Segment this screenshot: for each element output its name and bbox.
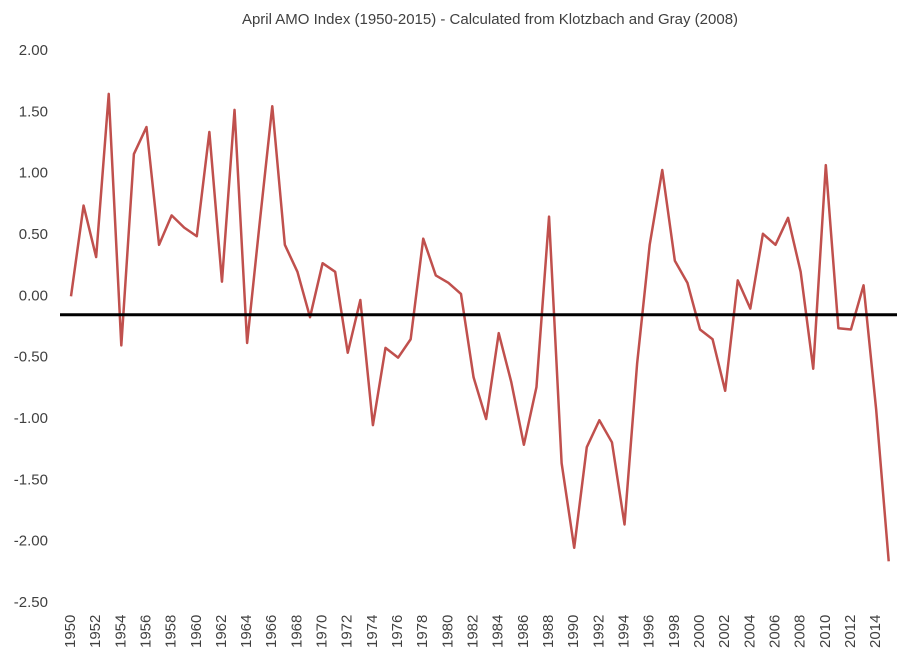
x-tick-label: 1964 <box>238 615 255 648</box>
y-tick-label: 0.00 <box>19 287 48 304</box>
x-tick-label: 1982 <box>465 615 482 648</box>
x-tick-label: 1950 <box>62 615 79 648</box>
x-tick-label: 1988 <box>540 615 557 648</box>
x-tick-label: 1954 <box>112 615 129 648</box>
x-tick-label: 1976 <box>389 615 406 648</box>
x-tick-label: 2000 <box>691 615 708 648</box>
x-tick-label: 2010 <box>817 615 834 648</box>
x-tick-label: 1996 <box>641 615 658 648</box>
x-tick-label: 1966 <box>263 615 280 648</box>
x-tick-label: 1980 <box>439 615 456 648</box>
x-tick-label: 1992 <box>590 615 607 648</box>
x-tick-label: 1968 <box>288 615 305 648</box>
x-tick-label: 2008 <box>792 615 809 648</box>
y-tick-label: -2.50 <box>14 594 48 611</box>
y-tick-label: 2.00 <box>19 42 48 59</box>
x-tick-label: 1960 <box>188 615 205 648</box>
x-tick-label: 2006 <box>766 615 783 648</box>
y-tick-label: -1.50 <box>14 471 48 488</box>
x-tick-label: 1974 <box>364 615 381 648</box>
x-tick-label: 2012 <box>842 615 859 648</box>
chart-title: April AMO Index (1950-2015) - Calculated… <box>242 11 738 28</box>
y-tick-label: 1.50 <box>19 103 48 120</box>
x-tick-label: 2002 <box>716 615 733 648</box>
x-tick-label: 1970 <box>314 615 331 648</box>
x-tick-label: 1984 <box>490 615 507 648</box>
x-tick-label: 1978 <box>414 615 431 648</box>
y-tick-label: 0.50 <box>19 226 48 243</box>
x-tick-label: 1952 <box>87 615 104 648</box>
y-tick-label: -1.00 <box>14 410 48 427</box>
x-tick-label: 1986 <box>515 615 532 648</box>
x-tick-label: 2004 <box>741 615 758 648</box>
y-tick-label: -2.00 <box>14 533 48 550</box>
x-tick-label: 1972 <box>339 615 356 648</box>
data-line <box>69 92 890 562</box>
y-tick-label: 1.00 <box>19 165 48 182</box>
x-tick-label: 1956 <box>137 615 154 648</box>
x-tick-label: 2014 <box>867 615 884 648</box>
x-tick-label: 1990 <box>565 615 582 648</box>
x-tick-label: 1962 <box>213 615 230 648</box>
x-tick-label: 1994 <box>615 615 632 648</box>
y-tick-label: -0.50 <box>14 349 48 366</box>
x-tick-label: 1958 <box>163 615 180 648</box>
x-tick-label: 1998 <box>666 615 683 648</box>
